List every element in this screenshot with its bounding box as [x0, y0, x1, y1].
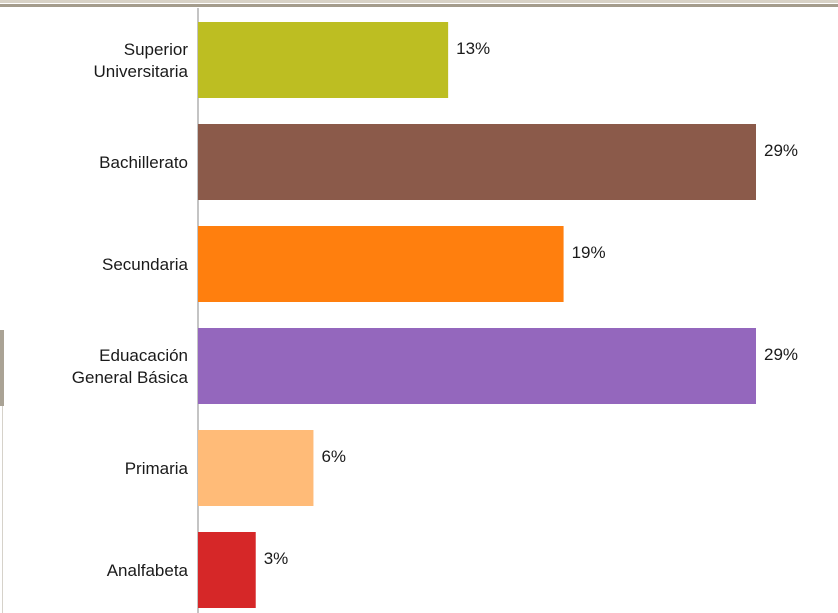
bar-3	[198, 328, 756, 404]
bar-5	[198, 532, 256, 608]
top-decorative-bar	[0, 0, 838, 7]
value-label-1: 29%	[764, 141, 798, 160]
category-label-5: Analfabeta	[107, 561, 189, 580]
value-label-2: 19%	[572, 243, 606, 262]
category-label-0: Superior Universitaria	[94, 40, 189, 81]
bar-1	[198, 124, 756, 200]
value-label-0: 13%	[456, 39, 490, 58]
bar-4	[198, 430, 314, 506]
value-label-3: 29%	[764, 345, 798, 364]
category-label-1: Bachillerato	[99, 153, 188, 172]
left-accent-bar	[0, 330, 4, 406]
category-label-3: Eduacación General Básica	[72, 346, 189, 387]
value-label-5: 3%	[264, 549, 289, 568]
category-label-2: Secundaria	[102, 255, 189, 274]
bar-2	[198, 226, 564, 302]
category-label-4: Primaria	[125, 459, 189, 478]
bars-group: 13% Superior Universitaria 29% Bachillerato 1…	[72, 22, 798, 608]
left-accent-line	[2, 406, 3, 613]
bar-0	[198, 22, 449, 98]
value-label-4: 6%	[321, 447, 346, 466]
